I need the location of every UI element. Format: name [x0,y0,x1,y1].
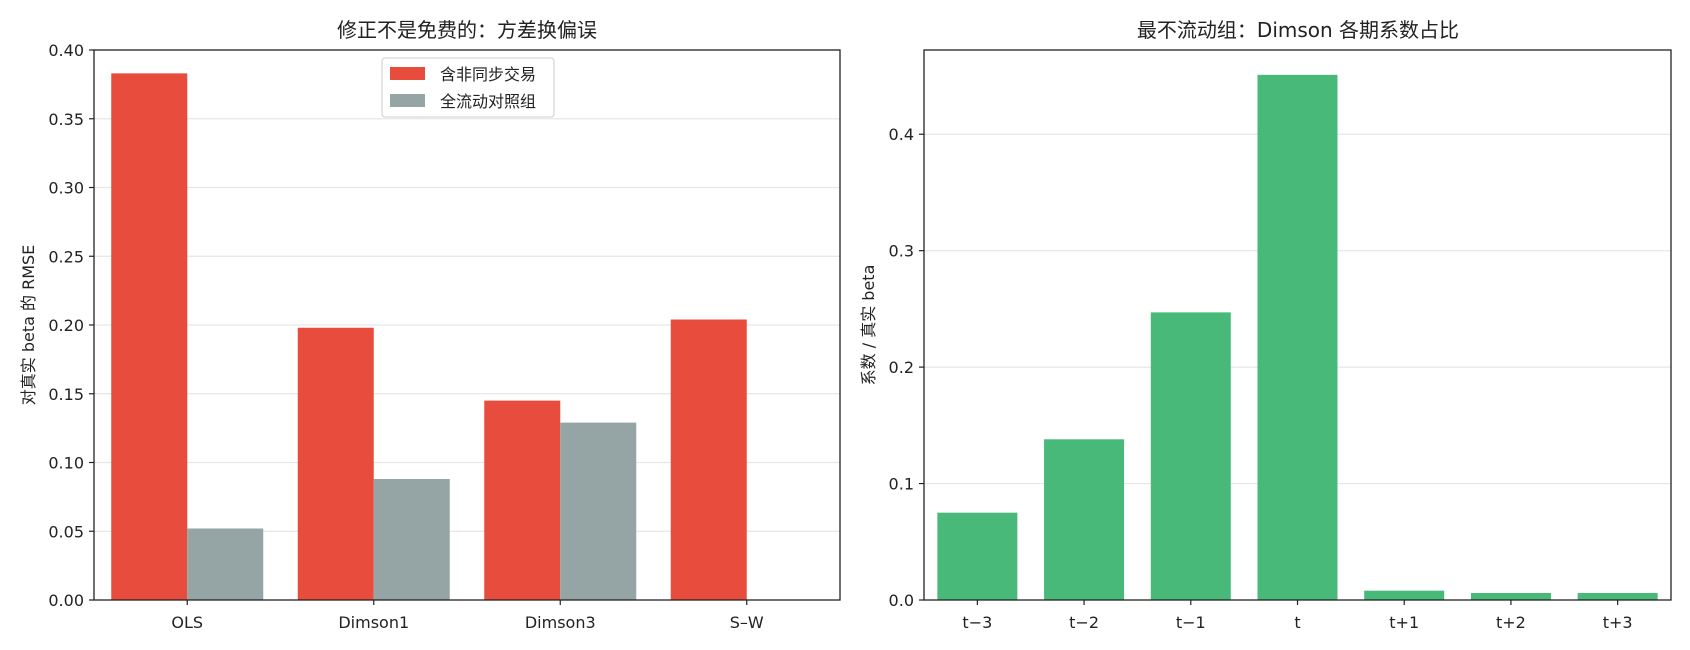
bar [1364,590,1445,600]
bar [187,528,264,600]
x-tick-label: t−2 [1069,613,1099,632]
x-tick-label: t+3 [1603,613,1633,632]
y-ticks: 0.0 0.1 0.2 0.3 0.4 [889,125,924,610]
grid-lines [94,49,840,532]
bar [937,512,1018,600]
y-tick-label: 0.3 [889,242,914,261]
bar [484,400,561,600]
bar [670,319,747,600]
x-tick-label: t+1 [1389,613,1419,632]
y-tick-label: 0.30 [48,179,84,198]
bar [1470,593,1551,600]
legend-swatch [390,94,425,107]
legend-label: 全流动对照组 [440,92,536,111]
y-tick-label: 0.35 [48,110,84,129]
legend-swatch [390,67,425,80]
y-tick-label: 0.4 [889,125,914,144]
x-ticks: t−3 t−2 t−1 t t+1 t+2 t+3 [962,600,1633,632]
y-tick-label: 0.0 [889,591,914,610]
x-tick-label: OLS [171,613,203,632]
chart-title: 修正不是免费的：方差换偏误 [337,18,597,42]
y-tick-label: 0.2 [889,358,914,377]
y-tick-label: 0.00 [48,591,84,610]
y-tick-label: 0.10 [48,454,84,473]
bars [111,73,747,600]
y-tick-label: 0.1 [889,475,914,494]
legend-label: 含非同步交易 [440,65,536,84]
x-tick-label: Dimson3 [525,613,596,632]
y-axis-label: 对真实 beta 的 RMSE [19,245,38,406]
x-tick-label: t−1 [1176,613,1206,632]
chart-dimson-coefficients: 最不流动组：Dimson 各期系数占比 0.00.10.20.30.4 t−3 t… [859,18,1672,632]
x-tick-label: S–W [730,613,764,632]
bar [373,479,450,600]
x-tick-label: t+2 [1496,613,1526,632]
bar [1257,74,1338,600]
y-tick-label: 0.15 [48,385,84,404]
chart-rmse: 修正不是免费的：方差换偏误 0.000.050.100.150.200.250.… [19,18,841,632]
bar [111,73,188,600]
chart-title: 最不流动组：Dimson 各期系数占比 [1137,18,1459,42]
bar [1150,312,1231,600]
x-tick-label: Dimson1 [338,613,409,632]
y-tick-label: 0.25 [48,247,84,266]
bar [560,422,637,600]
x-tick-label: t [1294,613,1300,632]
y-tick-label: 0.20 [48,316,84,335]
y-tick-label: 0.40 [48,41,84,60]
y-tick-label: 0.05 [48,522,84,541]
legend: 含非同步交易 全流动对照组 [381,57,555,118]
x-tick-label: t−3 [962,613,992,632]
y-ticks: 0.00 0.05 0.10 0.15 0.20 0.25 0.30 0.35 0.40 [48,41,94,610]
x-ticks: OLS Dimson1 Dimson3 S–W [171,600,764,632]
y-axis-label: 系数 / 真实 beta [859,265,878,386]
bars [937,74,1658,600]
bar [1044,439,1125,600]
bar [297,327,374,600]
bar [1577,593,1658,600]
